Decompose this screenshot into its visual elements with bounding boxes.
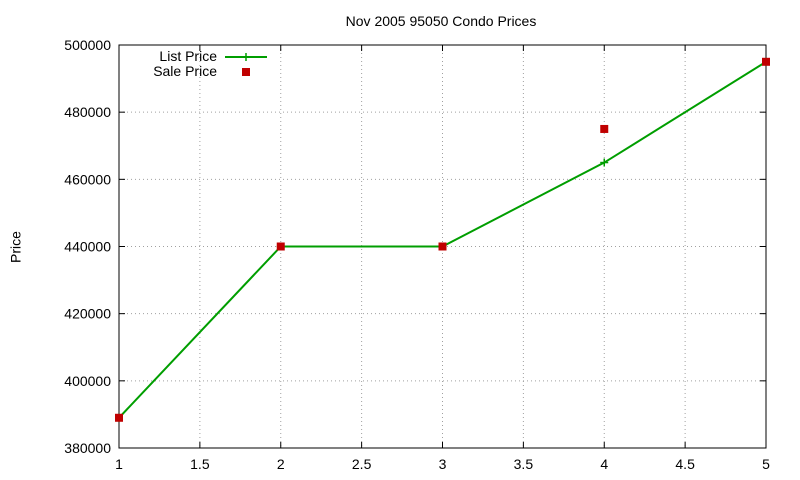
x-tick-label: 4.5 (675, 456, 695, 472)
y-tick-label: 500000 (64, 37, 111, 53)
series-layer (115, 57, 770, 422)
legend-label-list-price: List Price (159, 48, 217, 64)
x-tick-labels: 1 1.5 2 2.5 3 3.5 4 4.5 5 (115, 456, 770, 472)
x-tick-label: 2.5 (352, 456, 372, 472)
x-tick-label: 3.5 (514, 456, 534, 472)
y-tick-label: 400000 (64, 373, 111, 389)
tick-marks (118, 44, 767, 449)
y-tick-label: 460000 (64, 171, 111, 187)
x-tick-label: 1 (115, 456, 123, 472)
x-tick-label: 4 (600, 456, 608, 472)
legend-label-sale-price: Sale Price (153, 63, 217, 79)
y-axis-label: Price (8, 231, 24, 263)
legend: List Price Sale Price (153, 48, 267, 79)
list-price-line (118, 60, 767, 419)
legend-sample-list-price-marker (242, 53, 250, 61)
y-tick-label: 440000 (64, 239, 111, 255)
sale-price-point (276, 242, 285, 251)
sale-price-point (600, 124, 609, 133)
x-tick-label: 5 (762, 456, 770, 472)
y-tick-label: 480000 (64, 104, 111, 120)
y-tick-label: 380000 (64, 440, 111, 456)
legend-samples (225, 53, 267, 76)
y-tick-labels: 380000 400000 420000 440000 460000 480000 5000… (64, 37, 111, 456)
y-tick-label: 420000 (64, 306, 111, 322)
list-price-point (600, 158, 609, 167)
x-tick-label: 3 (439, 456, 447, 472)
x-tick-label: 1.5 (190, 456, 210, 472)
sale-price-point (438, 242, 447, 251)
sale-price-point (762, 57, 770, 66)
x-tick-label: 2 (277, 456, 285, 472)
sale-price-point (115, 413, 123, 422)
legend-sample-sale-price-marker (242, 68, 250, 76)
chart-title: Nov 2005 95050 Condo Prices (346, 13, 537, 29)
